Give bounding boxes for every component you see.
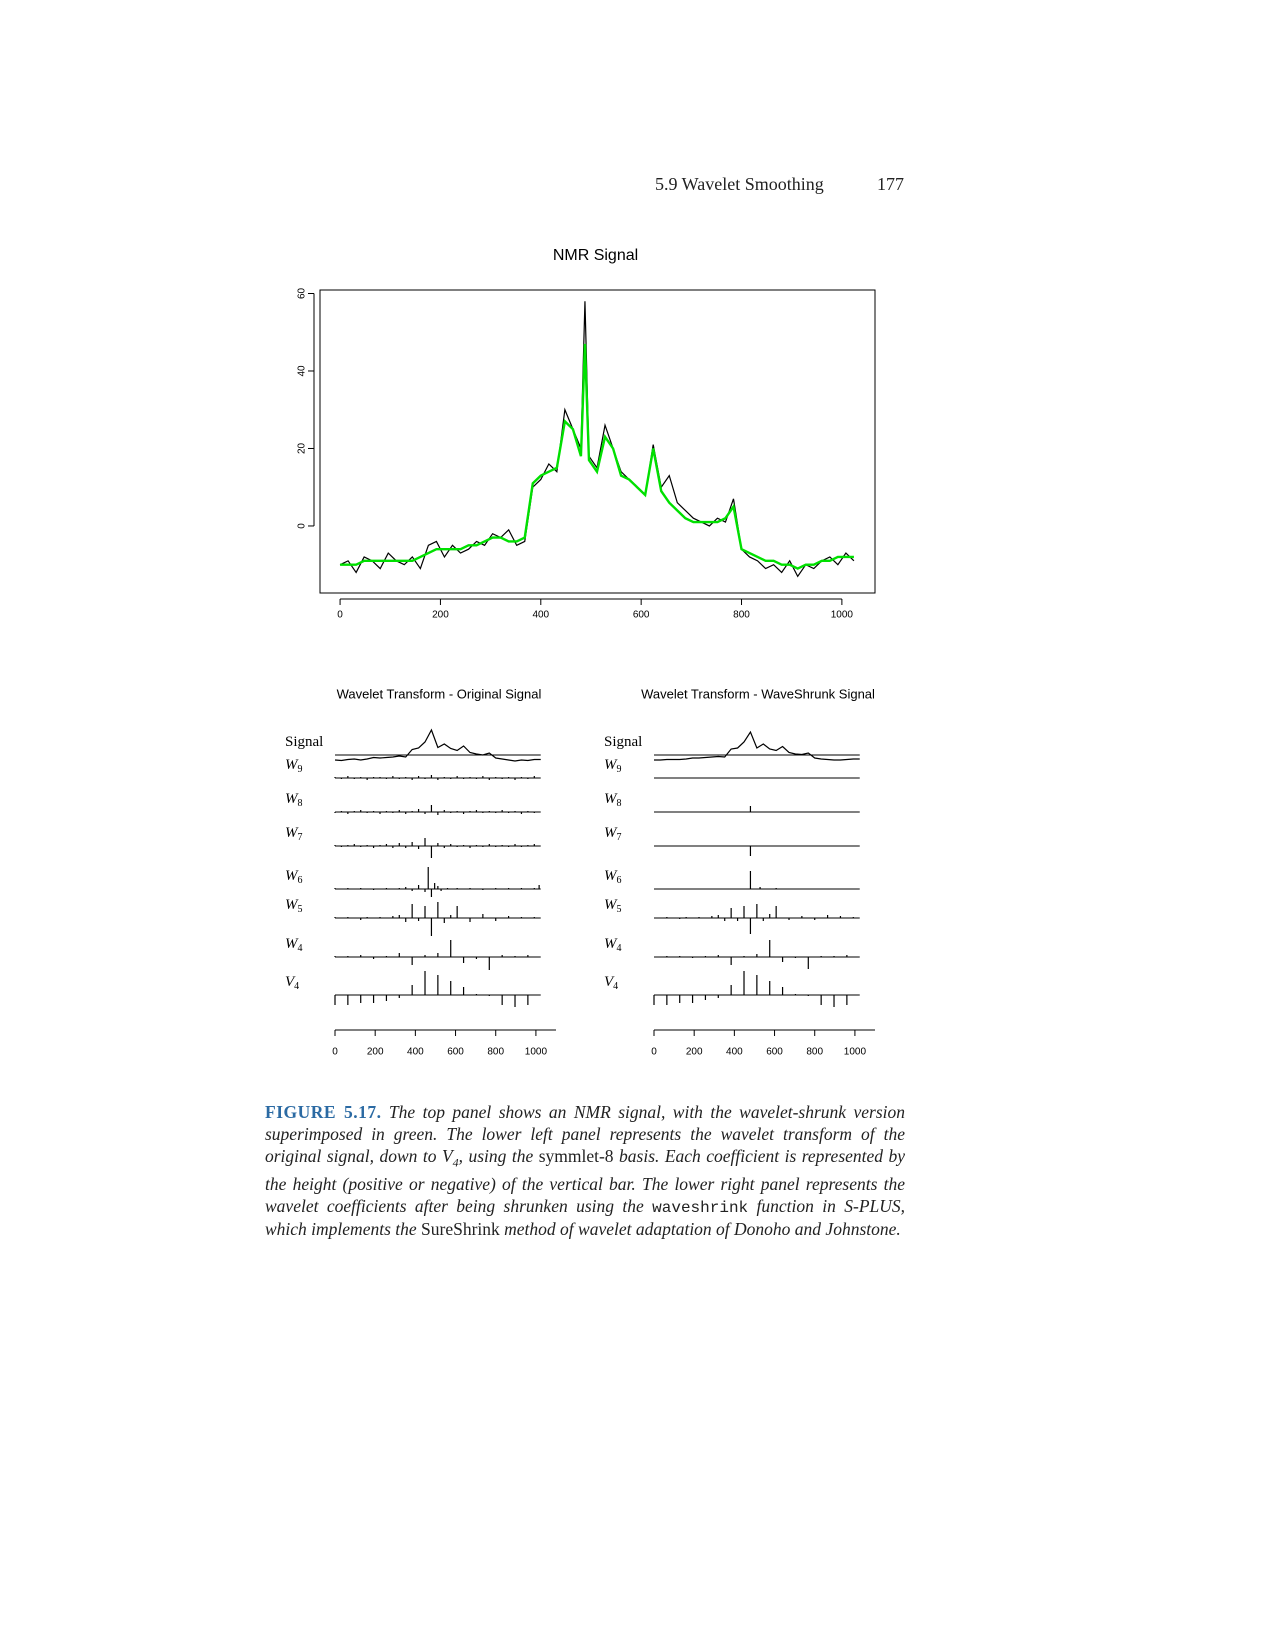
caption-code: waveshrink: [652, 1198, 749, 1217]
row-label-text: W: [285, 825, 299, 841]
row-label-text: W: [285, 936, 299, 952]
y-tick-label: 0: [297, 523, 308, 529]
row-label-subscript: 4: [617, 943, 622, 954]
row-label-subscript: 7: [298, 832, 303, 843]
row-label-subscript: 9: [298, 764, 303, 775]
caption-text: V: [441, 1145, 453, 1166]
row-label: W6: [604, 868, 622, 886]
row-label-text: W: [604, 791, 618, 807]
caption-subscript: 4: [452, 1155, 459, 1170]
chart-title: NMR Signal: [553, 247, 638, 264]
x-tick-label: 600: [447, 1047, 464, 1058]
row-label-subscript: 4: [613, 981, 618, 992]
row-label-text: W: [285, 897, 299, 913]
row-label-text: Signal: [285, 734, 323, 750]
row-label: W9: [285, 757, 303, 775]
x-tick-label: 400: [532, 610, 549, 621]
row-label: W8: [285, 791, 303, 809]
caption-text: symmlet-8: [538, 1145, 614, 1166]
panel-title: Wavelet Transform - Original Signal: [337, 686, 542, 701]
x-tick-label: 0: [337, 610, 343, 621]
y-tick-label: 60: [297, 287, 308, 299]
x-tick-label: 800: [806, 1047, 823, 1058]
row-label-subscript: 5: [617, 904, 622, 915]
x-tick-label: 400: [407, 1047, 424, 1058]
y-tick-label: 40: [297, 365, 308, 377]
row-label-text: Signal: [604, 734, 642, 750]
panel-title: Wavelet Transform - WaveShrunk Signal: [641, 686, 875, 701]
row-label: W5: [604, 897, 622, 915]
x-tick-label: 1000: [844, 1047, 867, 1058]
signal-trace: [334, 728, 541, 762]
signal-line: [340, 343, 854, 570]
row-label-text: W: [285, 791, 299, 807]
caption: FIGURE 5.17. The top panel shows an NMR …: [265, 1102, 905, 1241]
row-label: W4: [285, 936, 303, 954]
row-label: W8: [604, 791, 622, 809]
x-tick-label: 1000: [831, 610, 854, 621]
row-label-text: W: [604, 868, 618, 884]
row-label: Signal: [604, 734, 642, 750]
row-label-subscript: 8: [298, 798, 303, 809]
x-tick-label: 200: [367, 1047, 384, 1058]
row-label-text: V: [604, 974, 615, 990]
row-label: W6: [285, 868, 303, 886]
y-tick-label: 20: [297, 442, 308, 454]
row-label-subscript: 9: [617, 764, 622, 775]
signal-trace: [654, 730, 860, 761]
row-label-text: W: [285, 868, 299, 884]
x-tick-label: 600: [633, 610, 650, 621]
x-tick-label: 0: [332, 1047, 338, 1058]
signal-line: [339, 301, 855, 578]
row-label-subscript: 4: [294, 981, 299, 992]
x-tick-label: 800: [487, 1047, 504, 1058]
caption-text: function in S-PLUS, which implements the: [265, 1195, 906, 1240]
figure-label: FIGURE 5.17.: [265, 1102, 382, 1122]
row-label: W7: [604, 825, 622, 843]
row-label-subscript: 7: [617, 832, 622, 843]
row-label-subscript: 8: [617, 798, 622, 809]
caption-text: SureShrink: [421, 1219, 500, 1240]
row-label: Signal: [285, 734, 323, 750]
running-head: 5.9 Wavelet Smoothing: [655, 174, 824, 194]
caption-text: method of wavelet adaptation of Donoho a…: [499, 1219, 901, 1240]
row-label: W4: [604, 936, 622, 954]
caption-text: , using the: [458, 1145, 539, 1166]
row-label: V4: [604, 974, 618, 992]
caption-text: basis. Each coefficient is represented b…: [265, 1145, 906, 1216]
row-label: W9: [604, 757, 622, 775]
x-tick-label: 800: [733, 610, 750, 621]
x-tick-label: 600: [766, 1047, 783, 1058]
caption-text: The top panel shows an NMR signal, with …: [265, 1102, 906, 1166]
row-label-text: W: [604, 757, 618, 773]
row-label-text: W: [604, 936, 618, 952]
row-label-text: W: [604, 897, 618, 913]
page-number: 177: [877, 174, 904, 194]
row-label-subscript: 6: [298, 875, 303, 886]
row-label-subscript: 5: [298, 904, 303, 915]
row-label-subscript: 6: [617, 875, 622, 886]
plot-frame: [319, 289, 876, 594]
x-tick-label: 0: [651, 1047, 657, 1058]
row-label-subscript: 4: [298, 943, 303, 954]
row-label: W5: [285, 897, 303, 915]
row-label: V4: [285, 974, 299, 992]
row-label-text: W: [285, 757, 299, 773]
row-label: W7: [285, 825, 303, 843]
x-tick-label: 1000: [525, 1047, 548, 1058]
row-label-text: W: [604, 825, 618, 841]
x-tick-label: 200: [686, 1047, 703, 1058]
row-label-text: V: [285, 974, 296, 990]
x-tick-label: 400: [726, 1047, 743, 1058]
x-tick-label: 200: [432, 610, 449, 621]
